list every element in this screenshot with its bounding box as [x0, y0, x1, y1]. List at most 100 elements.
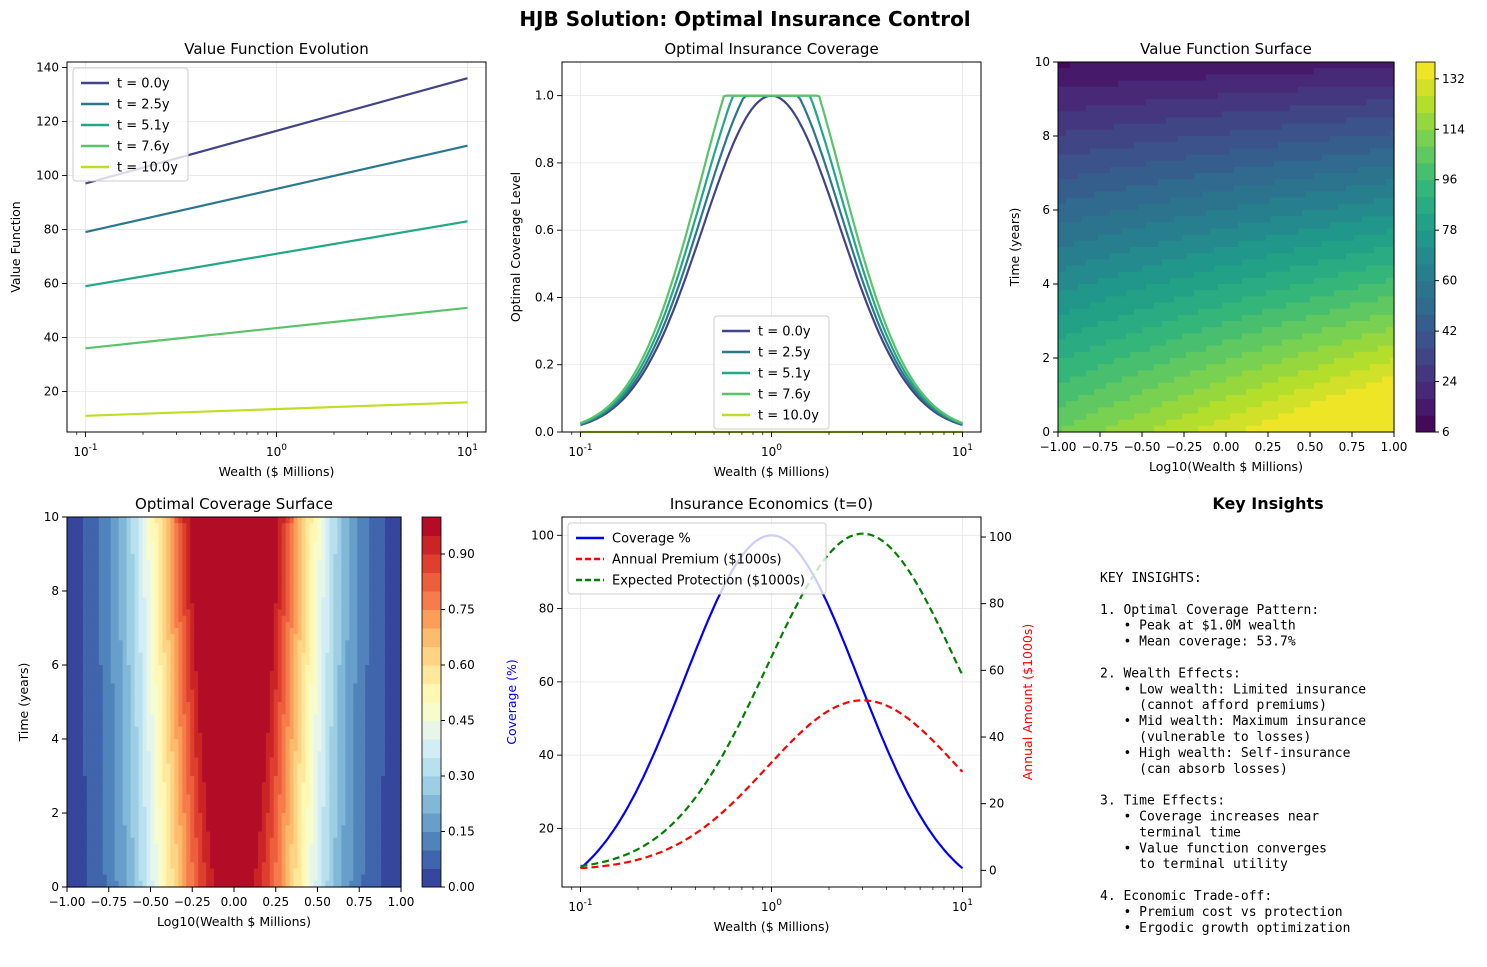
contour-cell [1118, 413, 1123, 421]
contour-cell [1374, 395, 1379, 402]
contour-cell [1102, 111, 1107, 119]
contour-cell [1106, 111, 1111, 119]
contour-cell [1298, 203, 1303, 211]
contour-cell [1202, 364, 1207, 371]
contour-cell [1294, 395, 1299, 402]
contour-cell [1058, 234, 1063, 242]
contour-cell [1190, 308, 1195, 316]
contour-cell [1078, 99, 1083, 106]
contour-cell [1210, 62, 1215, 69]
contour-cell [1078, 166, 1083, 174]
contour-cell [1318, 296, 1323, 304]
contour-cell [1154, 388, 1159, 396]
contour-cell [1174, 364, 1179, 371]
contour-cell [1290, 68, 1295, 75]
contour-cell [1098, 234, 1103, 242]
contour-cell [1086, 296, 1091, 304]
contour-cell [1198, 185, 1203, 193]
contour-cell [1110, 314, 1115, 322]
contour-cell [1266, 419, 1271, 427]
contour-cell [1374, 407, 1379, 415]
contour-cell [1114, 419, 1119, 427]
contour-cell [1294, 407, 1299, 415]
contour-cell [1370, 216, 1375, 223]
contour-cell [1354, 148, 1359, 156]
contour-cell [1102, 364, 1107, 371]
contour-cell [1378, 136, 1383, 143]
contour-cell [1374, 240, 1379, 248]
contour-cell [1230, 74, 1235, 82]
contour-cell [1314, 191, 1319, 199]
contour-cell [1274, 259, 1279, 267]
contour-cell [1222, 401, 1227, 408]
contour-cell [1302, 277, 1307, 285]
contour-cell [1378, 302, 1383, 310]
contour-cell [1202, 228, 1207, 236]
contour-cell [1166, 62, 1171, 69]
contour-cell [1106, 425, 1111, 433]
contour-cell [1306, 142, 1311, 149]
contour-cell [1082, 222, 1087, 230]
contour-cell [1246, 105, 1251, 112]
contour-cell [1338, 419, 1343, 427]
contour-cell [1198, 247, 1203, 254]
contour-cell [1074, 129, 1079, 137]
contour-cell [1358, 154, 1363, 162]
contour-cell [1334, 265, 1339, 273]
contour-cell [1226, 327, 1231, 334]
contour-cell [1178, 99, 1183, 106]
contour-cell [1246, 166, 1251, 174]
contour-cell [1066, 253, 1071, 260]
contour-cell [1286, 388, 1291, 396]
contour-cell [1374, 388, 1379, 396]
contour-cell [1354, 370, 1359, 378]
contour-cell [1374, 247, 1379, 254]
contour-cell [1086, 92, 1091, 100]
contour-cell [1342, 105, 1347, 112]
contour-cell [1142, 333, 1147, 341]
contour-cell [1266, 358, 1271, 365]
contour-cell [1066, 129, 1071, 137]
contour-cell [1158, 240, 1163, 248]
contour-cell [1086, 308, 1091, 316]
contour-cell [1234, 259, 1239, 267]
contour-cell [1354, 80, 1359, 88]
contour-cell [1070, 185, 1075, 193]
contour-cell [1150, 302, 1155, 310]
contour-cell [1146, 401, 1151, 408]
contour-cell [1234, 105, 1239, 112]
contour-cell [1310, 382, 1315, 390]
contour-cell [1210, 247, 1215, 254]
contour-cell [1066, 395, 1071, 402]
contour-cell [1110, 265, 1115, 273]
contour-cell [1138, 74, 1143, 82]
contour-cell [1310, 407, 1315, 415]
contour-cell [1102, 308, 1107, 316]
contour-cell [1094, 277, 1099, 285]
contour-cell [1250, 197, 1255, 205]
contour-cell [1194, 265, 1199, 273]
contour-cell [1158, 247, 1163, 254]
contour-cell [1186, 265, 1191, 273]
contour-cell [1098, 351, 1103, 359]
contour-cell [1274, 358, 1279, 365]
contour-cell [1170, 160, 1175, 168]
contour-cell [1182, 154, 1187, 162]
contour-cell [1334, 74, 1339, 82]
contour-cell [1262, 407, 1267, 415]
contour-cell [1362, 253, 1367, 260]
contour-cell [1358, 395, 1363, 402]
contour-cell [1282, 166, 1287, 174]
contour-cell [1190, 210, 1195, 217]
contour-cell [1110, 333, 1115, 341]
contour-cell [1062, 173, 1067, 180]
contour-cell [1274, 166, 1279, 174]
contour-cell [1182, 123, 1187, 131]
contour-cell [1334, 123, 1339, 131]
contour-cell [1306, 284, 1311, 291]
contour-cell [1270, 173, 1275, 180]
contour-cell [1330, 407, 1335, 415]
contour-cell [1062, 247, 1067, 254]
contour-cell [1190, 345, 1195, 353]
contour-cell [1262, 259, 1267, 267]
